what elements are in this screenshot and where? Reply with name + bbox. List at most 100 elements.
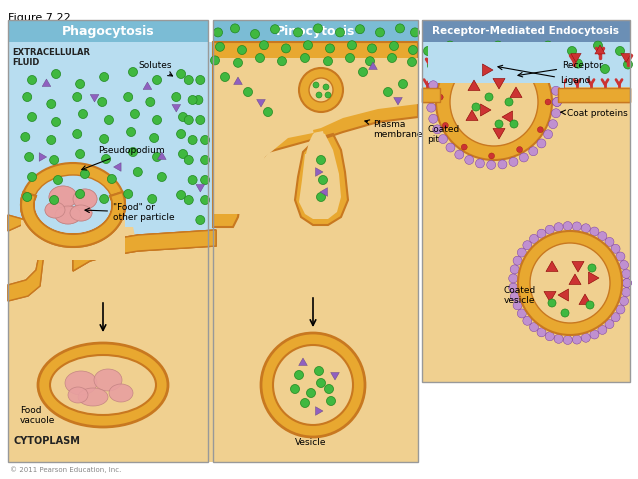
Circle shape — [574, 59, 582, 68]
Circle shape — [619, 297, 628, 306]
Circle shape — [551, 109, 561, 118]
Ellipse shape — [33, 175, 113, 235]
Circle shape — [316, 156, 325, 164]
Bar — [422, 20, 630, 42]
Circle shape — [346, 54, 355, 62]
Circle shape — [76, 190, 85, 198]
Circle shape — [508, 274, 517, 283]
Circle shape — [537, 229, 546, 238]
Circle shape — [196, 115, 205, 125]
Polygon shape — [499, 43, 509, 52]
Polygon shape — [482, 64, 493, 76]
Bar — [213, 20, 418, 462]
Circle shape — [211, 56, 219, 65]
Circle shape — [50, 156, 59, 164]
Circle shape — [450, 58, 538, 146]
Circle shape — [281, 44, 290, 53]
Circle shape — [588, 264, 596, 272]
Bar — [422, 88, 440, 102]
Circle shape — [551, 86, 561, 95]
Circle shape — [152, 115, 161, 125]
Circle shape — [442, 123, 449, 128]
Polygon shape — [8, 215, 44, 301]
Circle shape — [529, 147, 538, 156]
Circle shape — [468, 46, 477, 56]
Circle shape — [437, 94, 443, 100]
Polygon shape — [546, 261, 558, 272]
Circle shape — [519, 153, 528, 162]
Ellipse shape — [70, 205, 92, 221]
Circle shape — [495, 120, 503, 128]
Polygon shape — [114, 163, 121, 171]
Ellipse shape — [50, 355, 156, 415]
Circle shape — [598, 231, 607, 240]
Polygon shape — [427, 53, 436, 60]
Polygon shape — [120, 185, 216, 251]
Circle shape — [590, 227, 599, 236]
Circle shape — [509, 158, 518, 166]
Polygon shape — [493, 128, 505, 139]
Circle shape — [47, 100, 56, 109]
Ellipse shape — [78, 388, 108, 406]
Bar — [558, 88, 630, 102]
Polygon shape — [588, 272, 599, 284]
Circle shape — [234, 58, 242, 68]
Circle shape — [27, 113, 36, 122]
Circle shape — [623, 60, 632, 69]
Circle shape — [616, 305, 625, 314]
Circle shape — [316, 92, 322, 98]
Circle shape — [487, 160, 496, 170]
Circle shape — [290, 385, 299, 394]
Circle shape — [586, 301, 594, 309]
Bar — [213, 42, 418, 92]
Circle shape — [545, 225, 554, 234]
Circle shape — [387, 54, 396, 62]
Circle shape — [244, 88, 253, 96]
Polygon shape — [502, 111, 512, 123]
Ellipse shape — [94, 369, 122, 391]
Circle shape — [517, 309, 526, 318]
Circle shape — [100, 194, 108, 204]
Circle shape — [611, 244, 620, 253]
Bar — [437, 88, 446, 102]
Circle shape — [510, 265, 519, 274]
Circle shape — [200, 156, 210, 164]
Circle shape — [133, 168, 142, 176]
Polygon shape — [480, 104, 491, 116]
Circle shape — [590, 330, 599, 339]
Circle shape — [299, 68, 343, 112]
Circle shape — [273, 345, 353, 425]
Circle shape — [510, 292, 519, 301]
Circle shape — [622, 288, 631, 297]
Circle shape — [152, 76, 161, 84]
Circle shape — [194, 95, 203, 104]
Circle shape — [554, 223, 563, 232]
Polygon shape — [595, 45, 605, 54]
Circle shape — [177, 69, 186, 79]
Circle shape — [52, 69, 61, 79]
Circle shape — [325, 44, 334, 53]
Circle shape — [179, 113, 188, 122]
Circle shape — [172, 92, 181, 102]
Bar — [422, 42, 630, 382]
Text: Figure 7.22: Figure 7.22 — [8, 13, 71, 23]
Circle shape — [408, 46, 417, 55]
Circle shape — [611, 313, 620, 322]
Polygon shape — [510, 87, 522, 98]
Circle shape — [21, 133, 30, 141]
Circle shape — [427, 103, 436, 112]
Circle shape — [494, 41, 503, 50]
Circle shape — [184, 156, 193, 164]
Circle shape — [128, 68, 138, 77]
Ellipse shape — [55, 206, 81, 224]
Ellipse shape — [70, 205, 92, 221]
Circle shape — [76, 149, 85, 159]
Polygon shape — [90, 94, 99, 102]
Circle shape — [152, 152, 161, 161]
Circle shape — [196, 76, 205, 84]
Polygon shape — [369, 62, 377, 69]
Circle shape — [323, 57, 332, 66]
Circle shape — [390, 42, 399, 50]
Circle shape — [54, 175, 63, 184]
Polygon shape — [493, 79, 505, 89]
